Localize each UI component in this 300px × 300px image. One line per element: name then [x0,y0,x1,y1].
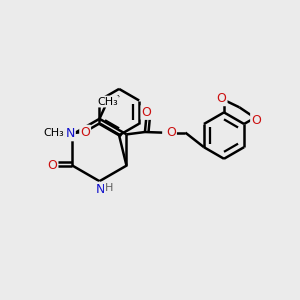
Text: CH₃: CH₃ [97,97,118,106]
Text: H: H [105,183,113,193]
Text: O: O [217,92,226,105]
Text: O: O [251,114,261,127]
Text: H: H [63,129,71,139]
Text: O: O [80,126,90,139]
Text: O: O [142,106,152,119]
Text: N: N [95,183,105,196]
Text: N: N [65,127,75,140]
Text: CH₃: CH₃ [43,128,64,138]
Text: O: O [166,126,176,139]
Text: O: O [48,159,58,172]
